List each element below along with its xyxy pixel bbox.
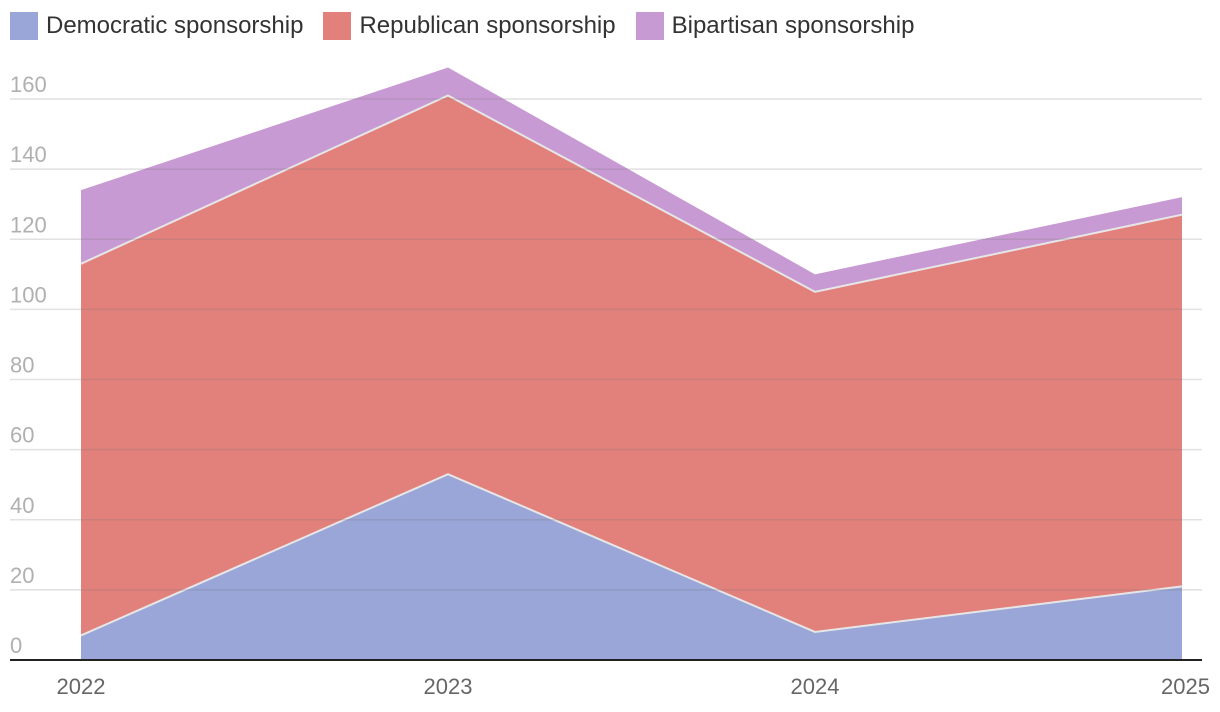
area-series-2 — [81, 67, 1182, 292]
y-tick-label-6: 120 — [10, 212, 47, 237]
legend-item-bipartisan: Bipartisan sponsorship — [635, 12, 915, 40]
y-tick-label-3: 60 — [10, 423, 34, 448]
y-tick-label-2: 40 — [10, 493, 34, 518]
legend-swatch-democratic — [10, 12, 38, 40]
legend-item-republican: Republican sponsorship — [323, 12, 616, 40]
legend-label-republican: Republican sponsorship — [359, 12, 616, 39]
legend-label-democratic: Democratic sponsorship — [46, 12, 304, 39]
y-tick-label-1: 20 — [10, 563, 34, 588]
series-boundary-line-1 — [80, 94, 1183, 293]
series-boundary-line-0 — [80, 473, 1183, 637]
y-tick-label-7: 140 — [10, 142, 47, 167]
y-tick-label-0: 0 — [10, 633, 22, 658]
x-tick-label-2025: 2025 — [1161, 674, 1210, 699]
legend-swatch-bipartisan — [635, 12, 664, 40]
legend-swatch-republican — [323, 12, 352, 40]
x-tick-label-2022: 2022 — [57, 674, 106, 699]
chart-legend: Democratic sponsorship Republican sponso… — [10, 10, 914, 42]
x-tick-label-2023: 2023 — [424, 674, 473, 699]
area-series-1 — [81, 95, 1182, 636]
area-series-0 — [81, 474, 1182, 660]
x-tick-label-2024: 2024 — [791, 674, 840, 699]
legend-item-democratic: Democratic sponsorship — [10, 12, 303, 40]
legend-label-bipartisan: Bipartisan sponsorship — [671, 12, 915, 39]
y-tick-label-4: 80 — [10, 353, 34, 378]
y-tick-label-5: 100 — [10, 282, 47, 307]
y-tick-label-8: 160 — [10, 72, 47, 97]
